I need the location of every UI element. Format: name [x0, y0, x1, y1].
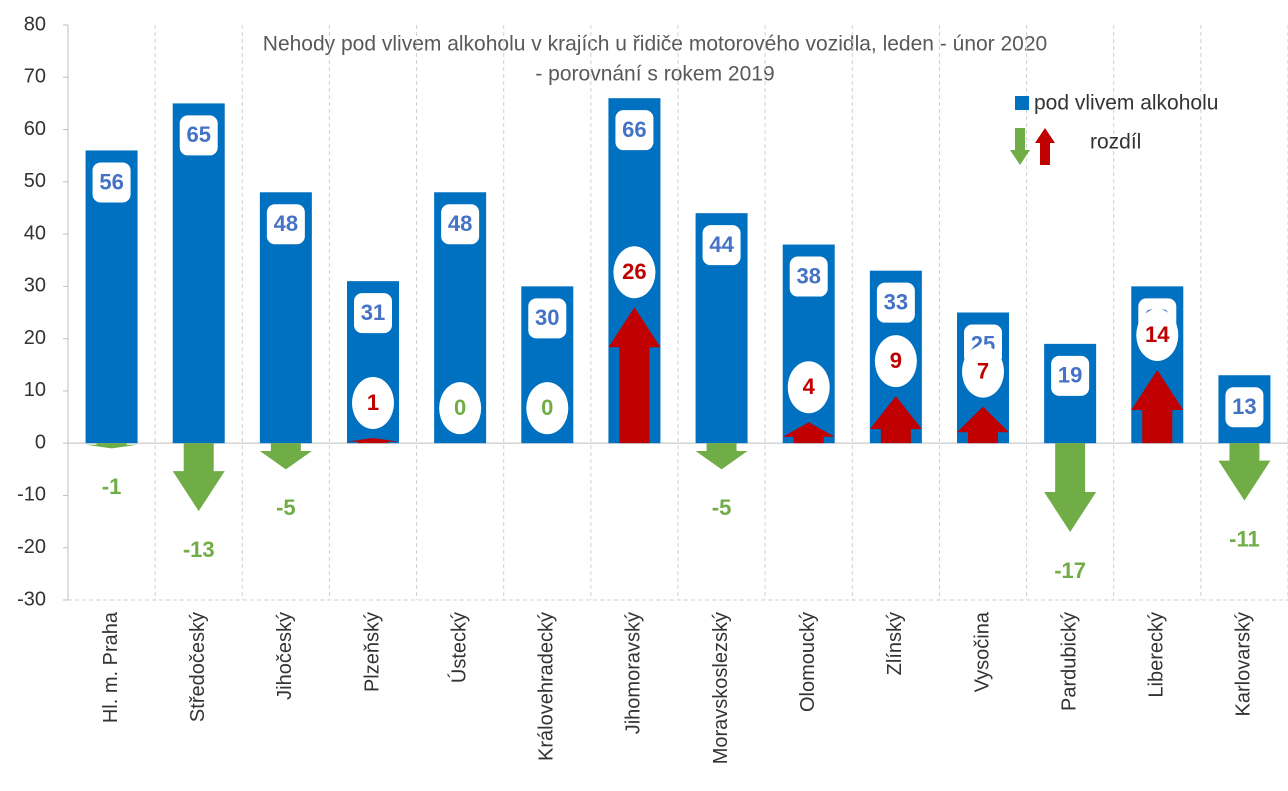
difference-arrow	[1044, 443, 1097, 533]
difference-label: 14	[1145, 322, 1170, 347]
legend-arrow-up	[1035, 128, 1055, 165]
value-label: 19	[1058, 363, 1082, 388]
difference-arrow	[347, 437, 399, 444]
bar	[172, 103, 225, 444]
y-tick-label: 30	[24, 275, 46, 297]
difference-arrow	[1218, 443, 1271, 501]
difference-label: -17	[1054, 558, 1086, 583]
difference-label: -1	[102, 474, 122, 499]
value-label: 56	[99, 169, 123, 194]
difference-label: 1	[367, 390, 379, 415]
legend-label: rozdíl	[1090, 131, 1141, 154]
difference-label-bubble	[613, 246, 656, 299]
y-tick-label: 70	[24, 66, 46, 88]
y-tick-label: 20	[24, 327, 46, 349]
y-tick-label: 60	[24, 118, 46, 140]
y-tick-label: 0	[35, 431, 46, 453]
difference-label-bubble	[962, 345, 1004, 398]
difference-arrow	[957, 406, 1009, 444]
difference-label: 0	[454, 395, 466, 420]
value-label: 48	[448, 211, 472, 236]
x-tick-label: Středočeský	[187, 612, 209, 722]
value-label-box	[789, 256, 828, 297]
x-tick-label: Karlovarský	[1233, 612, 1255, 716]
difference-arrow	[782, 422, 835, 444]
x-tick-label: Moravskoslezský	[710, 612, 732, 764]
difference-label: -5	[276, 495, 296, 520]
x-tick-label: Královehradecký	[536, 612, 558, 761]
value-label-box	[876, 282, 915, 323]
value-label: 38	[796, 263, 820, 288]
difference-arrow	[695, 443, 748, 470]
x-tick-label: Jihočeský	[274, 612, 296, 700]
x-tick-label: Ústecký	[447, 612, 470, 683]
x-tick-label: Vysočina	[971, 611, 993, 692]
difference-label: 9	[890, 348, 902, 373]
x-tick-label: Jihomoravský	[623, 612, 645, 734]
y-tick-label: -30	[17, 588, 46, 610]
difference-label: -5	[712, 495, 732, 520]
x-tick-label: Pardubický	[1058, 612, 1080, 711]
difference-label-bubble	[352, 376, 394, 429]
value-label-box	[702, 225, 741, 266]
value-label-box	[528, 298, 567, 339]
y-tick-label: -20	[17, 536, 46, 558]
x-tick-label: Olomoucký	[797, 612, 819, 712]
difference-arrow	[259, 443, 312, 470]
value-label-box	[179, 115, 218, 156]
chart-title: Nehody pod vlivem alkoholu v krajích u ř…	[263, 33, 1047, 56]
difference-arrow	[172, 443, 225, 512]
difference-arrow	[1131, 370, 1184, 444]
y-tick-label: 10	[24, 379, 46, 401]
y-tick-label: -10	[17, 484, 46, 506]
difference-label: -11	[1229, 526, 1260, 551]
difference-label: 0	[541, 395, 553, 420]
difference-arrow	[85, 443, 138, 449]
difference-arrow	[869, 396, 922, 444]
difference-label: 4	[803, 374, 816, 399]
y-tick-label: 40	[24, 222, 46, 244]
value-label: 13	[1232, 394, 1256, 419]
value-label-box	[1225, 387, 1264, 428]
y-tick-label: 50	[24, 170, 46, 192]
value-label-box	[266, 204, 305, 245]
difference-label-bubble	[787, 361, 830, 414]
value-label-box	[92, 162, 131, 203]
chart-subtitle: - porovnání s rokem 2019	[535, 63, 774, 86]
difference-label: 26	[622, 259, 646, 284]
difference-label-bubble	[874, 335, 917, 388]
value-label: 44	[709, 232, 734, 257]
legend-label: pod vlivem alkoholu	[1034, 92, 1218, 115]
difference-label: 7	[977, 358, 989, 383]
x-tick-label: Hl. m. Praha	[100, 611, 122, 723]
value-label-box	[615, 110, 654, 151]
value-label: 66	[622, 117, 646, 142]
x-tick-label: Plzeňský	[361, 612, 383, 692]
y-tick-label: 80	[24, 13, 46, 35]
value-label-box	[1051, 355, 1090, 396]
value-label: 33	[884, 289, 908, 314]
value-label-box	[354, 293, 392, 334]
difference-label-bubble	[439, 382, 482, 435]
value-label: 65	[186, 122, 210, 147]
x-tick-label: Zlínský	[884, 612, 906, 675]
value-label-box	[441, 204, 480, 245]
value-label: 31	[361, 300, 385, 325]
difference-arrow	[608, 307, 661, 444]
difference-label-bubble	[1136, 309, 1179, 361]
value-label: 30	[535, 305, 559, 330]
value-label: 48	[274, 211, 298, 236]
difference-label-bubble	[526, 382, 569, 435]
x-tick-label: Liberecký	[1146, 612, 1168, 698]
legend-swatch	[1015, 96, 1029, 110]
difference-label: -13	[183, 537, 215, 562]
legend-arrow-down	[1010, 128, 1030, 165]
